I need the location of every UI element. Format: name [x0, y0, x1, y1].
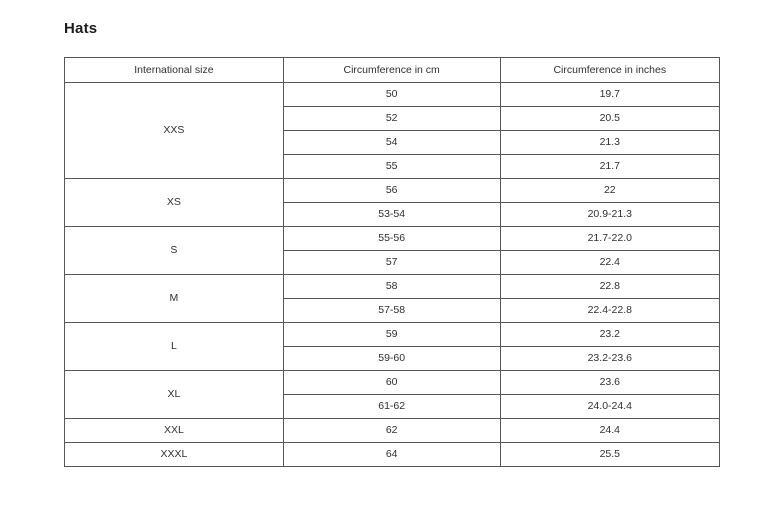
- table-row: 57 22.4: [65, 250, 721, 275]
- circumference-cm-cell: 59-60: [282, 346, 501, 371]
- circumference-cm-cell: 50: [282, 82, 501, 107]
- circumference-cm-cell: 59: [282, 322, 501, 347]
- circumference-inches-cell: 23.6: [499, 370, 721, 395]
- circumference-inches-cell: 19.7: [499, 82, 721, 107]
- circumference-cm-cell: 55-56: [282, 226, 501, 251]
- circumference-cm-cell: 56: [282, 178, 501, 203]
- table-row: 61-62 24.0-24.4: [65, 394, 721, 419]
- size-cell: M: [64, 274, 284, 323]
- table-row: XXL 62 24.4: [64, 418, 721, 443]
- circumference-cm-cell: 55: [282, 154, 501, 179]
- circumference-cm-cell: 58: [282, 274, 501, 299]
- circumference-inches-cell: 23.2-23.6: [499, 346, 721, 371]
- circumference-cm-cell: 53-54: [282, 202, 501, 227]
- table-row: L 59 23.2: [64, 322, 721, 371]
- table-row: XL 60 23.6: [64, 370, 721, 419]
- circumference-inches-cell: 22: [499, 178, 721, 203]
- circumference-cm-cell: 57-58: [282, 298, 501, 323]
- header-circumference-inches: Circumference in inches: [499, 57, 721, 83]
- table-row: 55 21.7: [65, 154, 721, 179]
- circumference-inches-cell: 24.0-24.4: [499, 394, 721, 419]
- circumference-cm-cell: 61-62: [282, 394, 501, 419]
- circumference-inches-cell: 24.4: [499, 418, 721, 443]
- circumference-cm-cell: 64: [282, 442, 501, 467]
- circumference-inches-cell: 22.8: [499, 274, 721, 299]
- circumference-inches-cell: 21.3: [499, 130, 721, 155]
- size-cell: XXL: [64, 418, 284, 443]
- circumference-inches-cell: 20.9-21.3: [499, 202, 721, 227]
- table-row: 57-58 22.4-22.8: [65, 298, 721, 323]
- circumference-inches-cell: 22.4: [499, 250, 721, 275]
- size-cell: S: [64, 226, 284, 275]
- circumference-inches-cell: 20.5: [499, 106, 721, 131]
- header-international-size: International size: [64, 57, 284, 83]
- table-header-row: International size Circumference in cm C…: [64, 57, 721, 83]
- circumference-inches-cell: 21.7-22.0: [499, 226, 721, 251]
- table-row: XXXL 64 25.5: [64, 442, 721, 467]
- size-table-body: XXS 50 19.7 52 20.5 54 21.3 55 21.7 XS 56 22 53-54 20…: [64, 82, 721, 467]
- circumference-cm-cell: 60: [282, 370, 501, 395]
- circumference-inches-cell: 22.4-22.8: [499, 298, 721, 323]
- table-row: S 55-56 21.7-22.0: [64, 226, 721, 275]
- size-cell: XL: [64, 370, 284, 419]
- size-cell: XS: [64, 178, 284, 227]
- circumference-inches-cell: 21.7: [499, 154, 721, 179]
- size-cell: XXS: [64, 82, 284, 179]
- table-row: XS 56 22: [64, 178, 721, 227]
- table-row: M 58 22.8: [64, 274, 721, 323]
- size-cell: L: [64, 322, 284, 371]
- page-title: Hats: [64, 20, 98, 37]
- circumference-inches-cell: 23.2: [499, 322, 721, 347]
- circumference-cm-cell: 52: [282, 106, 501, 131]
- circumference-cm-cell: 62: [282, 418, 501, 443]
- circumference-cm-cell: 57: [282, 250, 501, 275]
- size-table: International size Circumference in cm C…: [64, 57, 721, 467]
- circumference-inches-cell: 25.5: [499, 442, 721, 467]
- header-circumference-cm: Circumference in cm: [282, 57, 501, 83]
- table-row: 59-60 23.2-23.6: [65, 346, 721, 371]
- size-cell: XXXL: [64, 442, 284, 467]
- table-row: XXS 50 19.7: [64, 82, 721, 179]
- circumference-cm-cell: 54: [282, 130, 501, 155]
